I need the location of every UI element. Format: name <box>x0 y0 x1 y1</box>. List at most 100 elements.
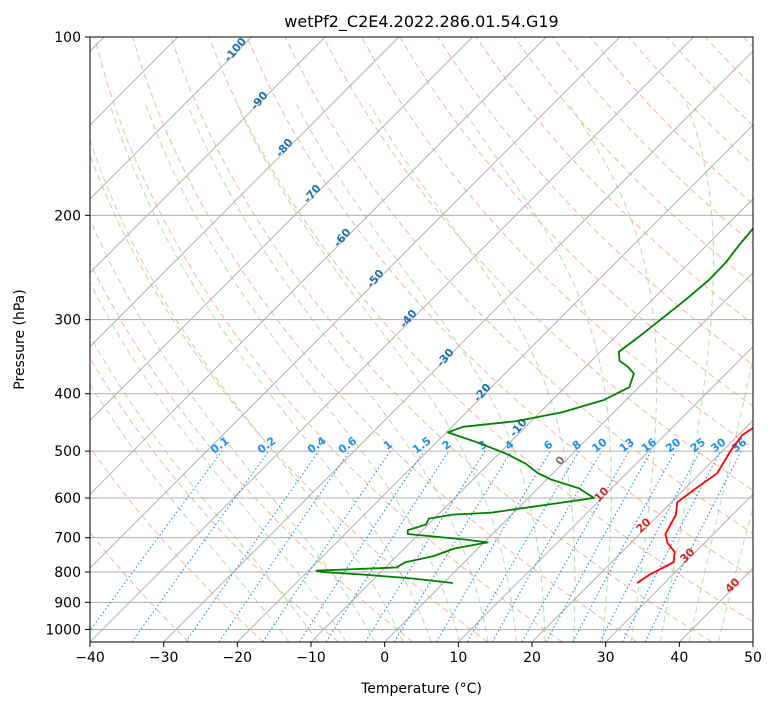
dry-adiabat-label: -50 <box>364 267 387 291</box>
moist-adiabat <box>236 104 518 642</box>
x-axis-label: Temperature (°C) <box>360 681 482 697</box>
dry-adiabat <box>323 37 753 492</box>
moist-adiabat <box>90 335 319 642</box>
mixing-ratio-line <box>521 450 630 642</box>
isotherm-0 <box>384 272 753 642</box>
y-axis: 100 200 300 400 500 600 700 800 900 1000 <box>45 30 90 638</box>
mixing-ratio-label: 16 <box>639 435 659 455</box>
moist-adiabat <box>568 104 658 642</box>
chart-title: wetPf2_C2E4.2022.286.01.54.G19 <box>284 12 558 32</box>
y-tick-label: 600 <box>54 491 81 507</box>
dry-adiabat-label: -60 <box>331 226 354 250</box>
dry-adiabat <box>132 37 638 642</box>
x-tick-label: 50 <box>744 650 762 666</box>
x-tick-label: 30 <box>597 650 615 666</box>
mixing-ratio-line <box>218 450 351 642</box>
moist-adiabats <box>90 104 753 642</box>
mixing-ratio-label: 10 <box>590 435 610 455</box>
dry-adiabat <box>93 37 563 642</box>
dry-adiabat-label: -20 <box>471 381 494 405</box>
moist-adiabat <box>109 104 432 642</box>
isotherm--90 <box>90 37 326 274</box>
mixing-ratio-label: 25 <box>688 436 708 456</box>
mixing-ratio-label: 0.4 <box>305 434 329 456</box>
dry-adiabat <box>208 37 753 623</box>
isotherm--10 <box>310 198 753 642</box>
y-tick-label: 700 <box>54 531 81 547</box>
x-tick-label: 40 <box>670 650 688 666</box>
y-tick-label: 900 <box>54 595 81 611</box>
temperature-line <box>636 426 753 584</box>
dry-adiabat-label: -80 <box>273 136 296 160</box>
moist-adiabat <box>90 138 404 642</box>
isotherm--50 <box>90 37 621 569</box>
mixing-ratio-label: 0.6 <box>336 434 360 456</box>
dry-adiabat <box>704 37 753 87</box>
background-line-labels: 0.1 0.2 0.4 0.6 1 1.5 2 3 4 6 8 10 13 16 20 25 30 36-100-… <box>208 35 749 596</box>
y-tick-label: 400 <box>54 387 81 403</box>
isotherm--60 <box>90 37 547 496</box>
dry-adiabat-label: -30 <box>434 346 457 370</box>
dry-adiabat-label: -90 <box>248 89 271 113</box>
dry-adiabat <box>246 37 753 578</box>
moist-adiabat <box>296 104 546 642</box>
mixing-ratio-label: 8 <box>570 438 584 453</box>
mixing-ratio-line <box>644 450 742 642</box>
y-tick-label: 1000 <box>45 622 81 638</box>
dry-adiabat <box>742 37 753 48</box>
isotherm-50 <box>752 641 753 642</box>
moist-adiabat-label: 40 <box>723 575 743 595</box>
mixing-ratio-line <box>298 450 425 642</box>
dry-adiabat <box>90 153 488 642</box>
moist-adiabat <box>145 104 461 642</box>
dewpoint-line <box>315 227 753 584</box>
dry-adiabat-label: -100 <box>221 35 249 65</box>
dry-adiabat <box>513 37 753 285</box>
isotherm--40 <box>90 37 694 642</box>
y-tick-label: 100 <box>54 30 81 46</box>
profile-series <box>315 227 753 584</box>
moist-adiabat <box>688 355 753 642</box>
plot-frame <box>89 36 754 643</box>
mixing-ratio-line <box>90 450 223 632</box>
dry-adiabat <box>170 37 712 642</box>
mixing-ratio-line <box>131 450 270 642</box>
dry-adiabat <box>90 261 414 642</box>
mixing-ratio-line <box>572 450 676 642</box>
moist-adiabat <box>90 217 376 642</box>
moist-adiabat <box>90 383 290 642</box>
moist-adiabat <box>717 505 753 642</box>
isotherm--70 <box>90 37 473 422</box>
mixing-ratio-line <box>262 450 391 642</box>
x-tick-label: −10 <box>296 650 326 666</box>
mixing-ratio-label: 1.5 <box>410 434 433 456</box>
dry-adiabat <box>437 37 753 366</box>
mixing-ratio-label: 1 <box>381 438 395 453</box>
x-tick-label: −40 <box>75 650 105 666</box>
mixing-ratio-lines <box>90 450 742 642</box>
x-tick-label: −30 <box>149 650 179 666</box>
mixing-ratio-line <box>185 450 320 642</box>
mixing-ratio-line <box>545 450 652 642</box>
dry-adiabat <box>475 37 753 325</box>
plot-area: 0.1 0.2 0.4 0.6 1 1.5 2 3 4 6 8 10 13 16 20 25 30 36-100-… <box>90 35 753 642</box>
y-tick-label: 500 <box>54 444 81 460</box>
x-tick-label: 0 <box>380 650 389 666</box>
dry-adiabat <box>90 446 264 642</box>
isotherm--30 <box>163 50 753 642</box>
isotherm-30 <box>605 493 753 642</box>
mixing-ratio-line <box>435 450 551 642</box>
mixing-ratio-label: 6 <box>541 438 555 453</box>
moist-adiabat <box>369 104 576 642</box>
moist-adiabat-label: 20 <box>634 515 654 535</box>
x-tick-label: 20 <box>523 650 541 666</box>
y-tick-label: 800 <box>54 565 81 581</box>
mixing-ratio-label: 20 <box>663 435 683 455</box>
mixing-ratio-label: 13 <box>617 436 637 456</box>
moist-adiabat <box>90 281 347 642</box>
isotherm--80 <box>90 37 400 348</box>
mixing-ratio-label: 0.1 <box>208 434 231 456</box>
y-tick-label: 200 <box>54 208 81 224</box>
y-axis-label: Pressure (hPa) <box>12 289 28 389</box>
